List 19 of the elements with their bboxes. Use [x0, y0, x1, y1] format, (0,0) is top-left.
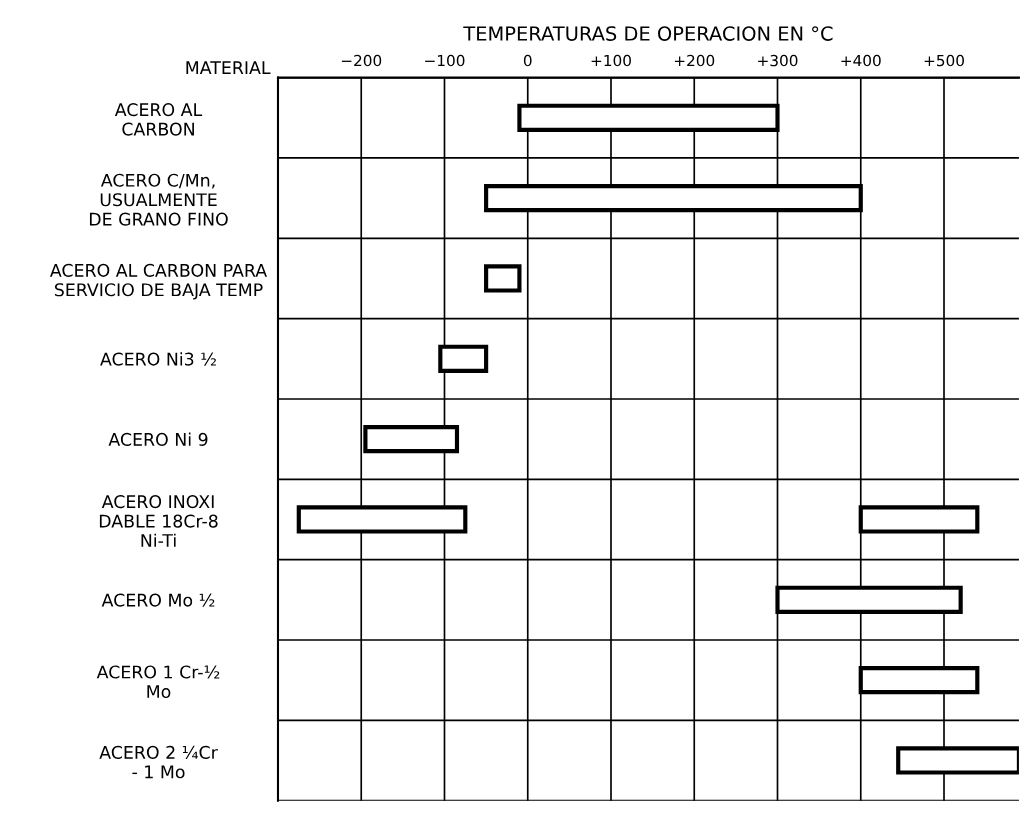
y-tick-label: ACERO Ni3 ½ — [100, 352, 216, 366]
x-tick-label: +200 — [674, 54, 715, 67]
x-axis-title: TEMPERATURAS DE OPERACION EN °C — [463, 26, 833, 41]
x-tick-label: 0 — [523, 54, 532, 67]
y-tick-label: ACERO AL CARBON — [114, 103, 203, 136]
y-axis-title: MATERIAL — [186, 61, 271, 74]
x-tick-label: +400 — [841, 54, 881, 67]
x-tick-label: +500 — [924, 54, 964, 67]
x-tick-label: −200 — [341, 54, 382, 67]
x-tick-label: +100 — [591, 54, 631, 67]
x-tick-label: −100 — [425, 54, 465, 67]
y-tick-label: ACERO INOXI DABLE 18Cr-8 Ni-Ti — [99, 495, 218, 547]
x-tick-label: +300 — [758, 54, 798, 67]
y-tick-label: ACERO Mo ½ — [101, 593, 215, 607]
y-tick-label: ACERO Ni 9 — [108, 432, 208, 446]
y-tick-label: ACERO 2 ¼Cr - 1 Mo — [99, 745, 218, 779]
y-tick-label: ACERO AL CARBON PARA SERVICIO DE BAJA TEMP — [49, 263, 268, 300]
y-tick-label: ACERO C/Mn, USUALMENTE DE GRANO FINO — [89, 173, 228, 226]
y-tick-label: ACERO 1 Cr-½ Mo — [96, 665, 220, 699]
